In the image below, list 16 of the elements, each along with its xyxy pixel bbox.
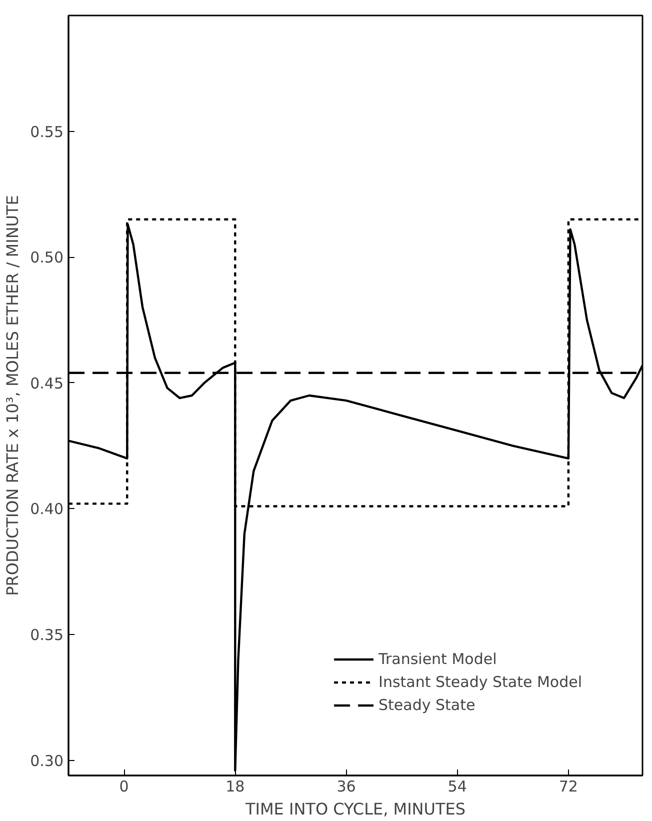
legend-label: Instant Steady State Model <box>378 673 582 691</box>
x-tick-label: 72 <box>558 778 578 796</box>
y-tick-label: 0.30 <box>30 752 64 770</box>
x-axis-title: TIME INTO CYCLE, MINUTES <box>244 800 466 818</box>
x-tick-label: 0 <box>119 778 129 796</box>
y-tick-label: 0.55 <box>30 122 64 141</box>
x-tick-label: 36 <box>336 778 356 796</box>
y-tick-label: 0.45 <box>30 374 64 392</box>
legend-label: Transient Model <box>378 650 497 668</box>
y-tick-label: 0.50 <box>30 248 64 267</box>
x-tick-label: 54 <box>448 778 467 796</box>
y-axis-title: PRODUCTION RATE x 10³, MOLES ETHER / MINUTE <box>3 195 22 596</box>
y-tick-label: 0.35 <box>30 626 64 644</box>
y-tick-label: 0.40 <box>30 500 64 518</box>
legend-label: Steady State <box>378 696 476 714</box>
x-tick-label: 18 <box>226 778 245 796</box>
